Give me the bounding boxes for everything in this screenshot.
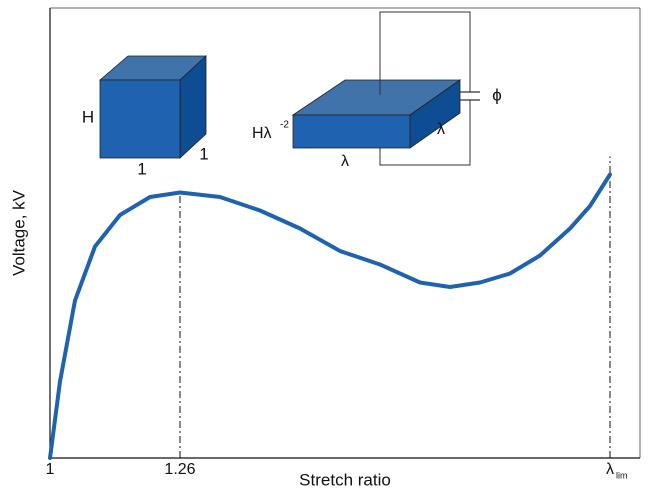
source-label: ϕ <box>492 85 502 104</box>
cube-front <box>100 80 180 158</box>
slab-inset: Hλ -2 λ λ ϕ <box>252 12 502 170</box>
x-tick-label: 1.26 <box>164 461 195 478</box>
x-tick-subscript: lim <box>616 470 628 480</box>
slab-front <box>293 115 410 148</box>
cube-inset: H 1 1 <box>82 56 209 178</box>
x-tick-label: λ <box>606 461 614 478</box>
y-axis-label: Voltage, kV <box>9 189 28 276</box>
cube-width-label: 1 <box>137 159 146 178</box>
slab-width-label: λ <box>341 153 349 170</box>
slab-thickness-label: Hλ <box>252 125 272 142</box>
slab-thickness-exponent: -2 <box>280 120 289 131</box>
x-axis-label: Stretch ratio <box>299 470 391 489</box>
x-tick-label: 1 <box>46 461 55 478</box>
curve <box>50 175 610 459</box>
cube-depth-label: 1 <box>199 144 208 163</box>
slab-depth-label: λ <box>437 121 445 138</box>
cube-height-label: H <box>82 107 94 126</box>
chart: Stretch ratio Voltage, kV H 1 1 Hλ -2 λ … <box>0 0 648 492</box>
